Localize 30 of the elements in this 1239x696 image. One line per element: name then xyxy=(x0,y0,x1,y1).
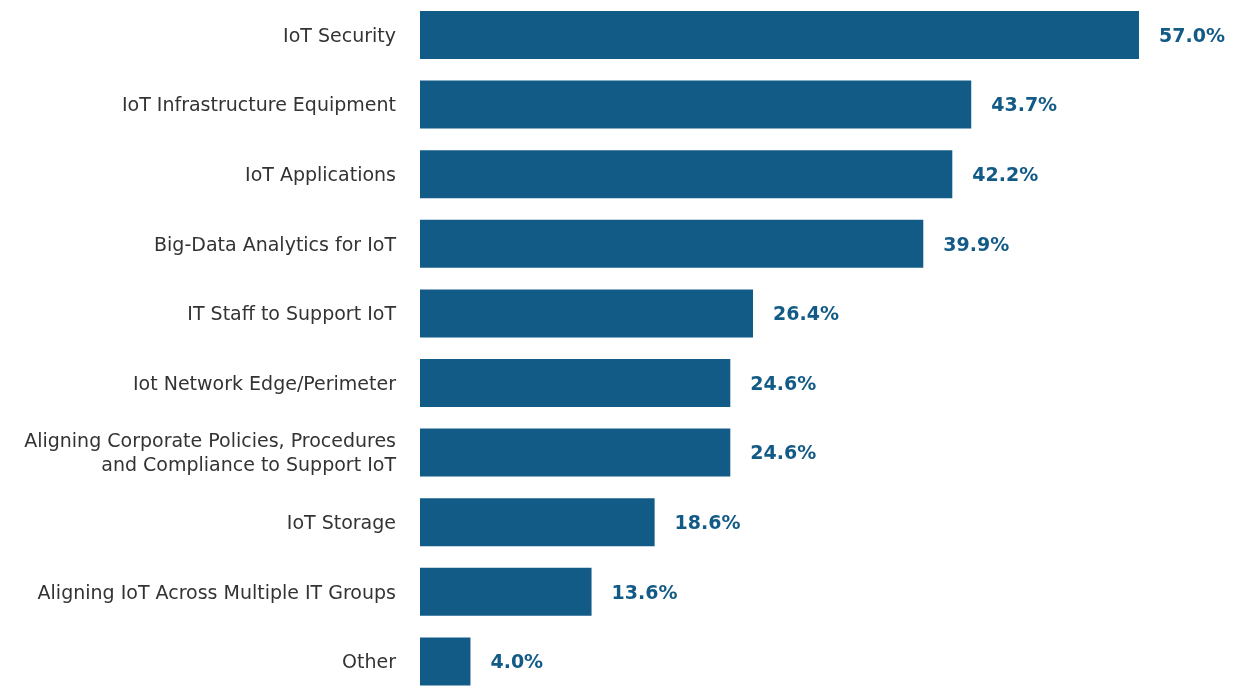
bar xyxy=(420,498,655,547)
y-tick-label: Aligning Corporate Policies, Procedures and Compliance to Support IoT xyxy=(24,429,397,476)
y-tick-label: IoT Storage xyxy=(286,511,396,533)
bar xyxy=(420,150,953,199)
bar xyxy=(420,219,924,268)
data-label: 57.0% xyxy=(1159,23,1225,46)
bar xyxy=(420,567,592,616)
y-tick-label: Big-Data Analytics for IoT xyxy=(154,232,397,255)
bar xyxy=(420,359,731,407)
data-label: 42.2% xyxy=(972,162,1039,185)
bar xyxy=(420,428,731,477)
data-label: 39.9% xyxy=(943,232,1010,255)
data-label: 26.4% xyxy=(773,302,839,325)
y-tick-label: IoT Security xyxy=(283,23,396,46)
data-label: 43.7% xyxy=(991,93,1058,116)
y-tick-label: Aligning IoT Across Multiple IT Groups xyxy=(37,580,396,603)
data-label: 13.6% xyxy=(611,580,678,603)
data-label: 18.6% xyxy=(674,510,741,533)
y-tick-label: IT Staff to Support IoT xyxy=(187,302,397,325)
bar xyxy=(420,637,471,686)
y-tick-label: Iot Network Edge/Perimeter xyxy=(132,371,397,394)
bar xyxy=(420,80,972,129)
y-tick-label: IoT Applications xyxy=(245,163,396,185)
y-tick-label: IoT Infrastructure Equipment xyxy=(121,93,396,116)
data-label: 4.0% xyxy=(490,650,544,673)
data-label: 24.6% xyxy=(750,371,817,394)
data-label: 24.6% xyxy=(750,441,817,464)
bar xyxy=(420,11,1139,59)
bar xyxy=(420,289,754,338)
y-tick-label: Other xyxy=(342,650,397,673)
